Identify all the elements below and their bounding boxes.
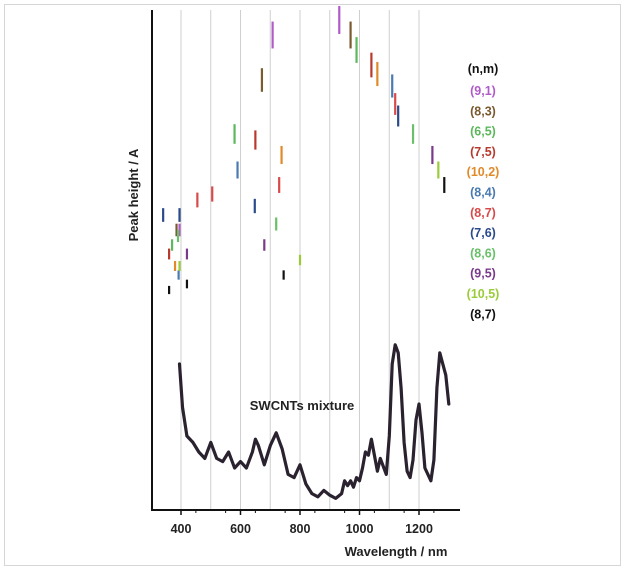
x-tick-label-400: 400 xyxy=(171,522,192,536)
legend-item-5: (8,4) xyxy=(470,186,496,200)
x-tick-label-1000: 1000 xyxy=(346,522,374,536)
legend-item-6: (8,7) xyxy=(470,206,496,220)
legend-header: (n,m) xyxy=(468,62,499,76)
x-tick-label-800: 800 xyxy=(290,522,311,536)
legend-item-10: (10,5) xyxy=(467,287,500,301)
legend-item-1: (8,3) xyxy=(470,104,496,118)
annotation-swcnts-mixture: SWCNTs mixture xyxy=(250,398,355,413)
legend-item-9: (9,5) xyxy=(470,267,496,281)
legend-item-0: (9,1) xyxy=(470,84,496,98)
x-tick-label-600: 600 xyxy=(230,522,251,536)
chart-frame xyxy=(4,4,621,566)
x-ticks: 400 600 800 1000 1200 xyxy=(171,510,435,536)
spectrum-line xyxy=(177,343,451,500)
legend-item-2: (6,5) xyxy=(470,125,496,139)
x-tick-label-1200: 1200 xyxy=(405,522,433,536)
peak-markers xyxy=(162,6,446,295)
legend-item-11: (8,7) xyxy=(470,307,496,321)
gridlines xyxy=(180,10,420,510)
legend-item-7: (7,6) xyxy=(470,226,496,240)
legend: (9,1) (8,3) (6,5) (7,5) (10,2) (8,4) (8,7) (7,6… xyxy=(467,84,500,321)
legend-item-3: (7,5) xyxy=(470,145,496,159)
y-axis-label: Peak height / A xyxy=(126,148,141,241)
legend-item-8: (8,6) xyxy=(470,246,496,260)
x-axis-label: Wavelength / nm xyxy=(345,544,448,559)
legend-item-4: (10,2) xyxy=(467,165,500,179)
